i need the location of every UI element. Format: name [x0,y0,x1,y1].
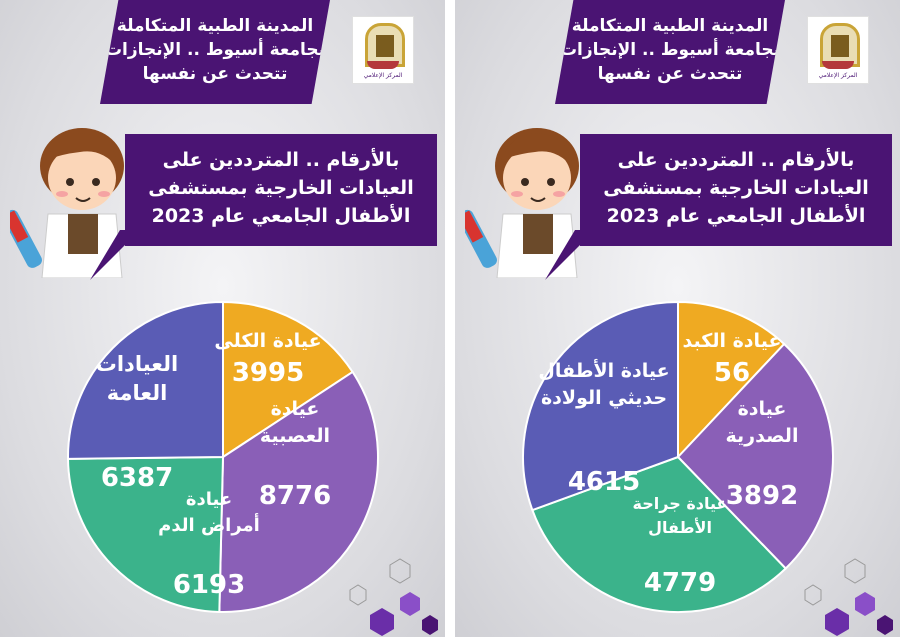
header-line: تتحدث عن نفسها [597,64,743,84]
speech-line: العيادات الخارجية بمستشفى [603,177,869,199]
slice-label: العصبية [260,425,330,447]
slice-label: عيادة الكلى [214,330,321,352]
header-banner: المدينة الطبية المتكاملة بجامعة أسيوط ..… [555,0,785,104]
slice-label: عيادة [738,398,787,420]
header-line: تتحدث عن نفسها [142,64,288,84]
slice-label: حديثي الولادة [541,387,667,409]
slice-value: 8776 [259,481,331,511]
logo-caption: المركز الإعلامي [818,72,858,79]
slice-value: 4779 [644,568,716,598]
child-doctor-illustration [2,108,140,279]
pie-slice [677,300,786,460]
slice-label: عيادة جراحة [633,494,728,513]
university-emblem-icon [820,23,860,67]
speech-line: بالأرقام .. المترددين على [617,149,855,171]
slice-value: 6387 [101,463,173,493]
pie-chart-right: عيادة الكبد 56 عيادة الصدرية 3892 عيادة جراحة… [518,297,838,617]
slice-label: عيادة الكبد [683,330,782,352]
speech-line: بالأرقام .. المترددين على [162,149,400,171]
speech-bubble: بالأرقام .. المترددين على العيادات الخار… [580,134,892,246]
hands-icon [367,61,399,69]
speech-bubble: بالأرقام .. المترددين على العيادات الخار… [125,134,437,246]
slice-label: عيادة [271,398,320,420]
pie-slice [531,455,788,613]
university-emblem-icon [365,23,405,67]
speech-line: الأطفال الجامعي عام 2023 [151,205,411,227]
slice-label: العيادات [96,352,178,376]
header-line: المدينة الطبية المتكاملة [571,16,769,36]
pie-slice [67,300,224,460]
logo-caption: المركز الإعلامي [363,72,403,79]
media-center-logo: المركز الإعلامي [352,16,414,84]
slice-label: عيادة [186,489,232,510]
infographic-panel-right: المدينة الطبية المتكاملة بجامعة أسيوط ..… [455,0,900,637]
speech-line: العيادات الخارجية بمستشفى [148,177,414,199]
hands-icon [822,61,854,69]
pie-slice [522,300,679,512]
slice-label: أمراض الدم [158,513,260,536]
pie-slice [218,370,379,613]
hexagon-decoration [804,558,893,636]
header-line: بجامعة أسيوط .. الإنجازات [559,40,781,60]
pie-slice [66,455,225,613]
header-banner: المدينة الطبية المتكاملة بجامعة أسيوط ..… [100,0,330,104]
speech-line: الأطفال الجامعي عام 2023 [606,205,866,227]
slice-value: 56 [714,358,750,388]
slice-value: 3892 [726,481,798,511]
slice-value: 4615 [568,467,640,497]
slice-label: العامة [107,381,168,405]
pie-slice [222,300,354,459]
infographic-panel-left: المدينة الطبية المتكاملة بجامعة أسيوط ..… [0,0,445,637]
slice-label: الصدرية [726,425,799,447]
slice-value: 3995 [232,358,304,388]
slice-value: 6193 [173,570,245,600]
child-doctor-illustration [457,108,595,279]
pie-chart-svg: عيادة الكلى 3995 عيادة العصبية 8776 عيادة أمرا… [66,300,379,613]
header-line: بجامعة أسيوط .. الإنجازات [104,40,326,60]
slice-label: عيادة الأطفال [538,359,669,382]
pie-slice [676,342,834,570]
header-line: المدينة الطبية المتكاملة [116,16,314,36]
hexagon-decoration [349,558,438,636]
slice-label: الأطفال [648,518,712,537]
pie-chart-left: عيادة الكلى 3995 عيادة العصبية 8776 عيادة أمرا… [63,297,383,617]
media-center-logo: المركز الإعلامي [807,16,869,84]
